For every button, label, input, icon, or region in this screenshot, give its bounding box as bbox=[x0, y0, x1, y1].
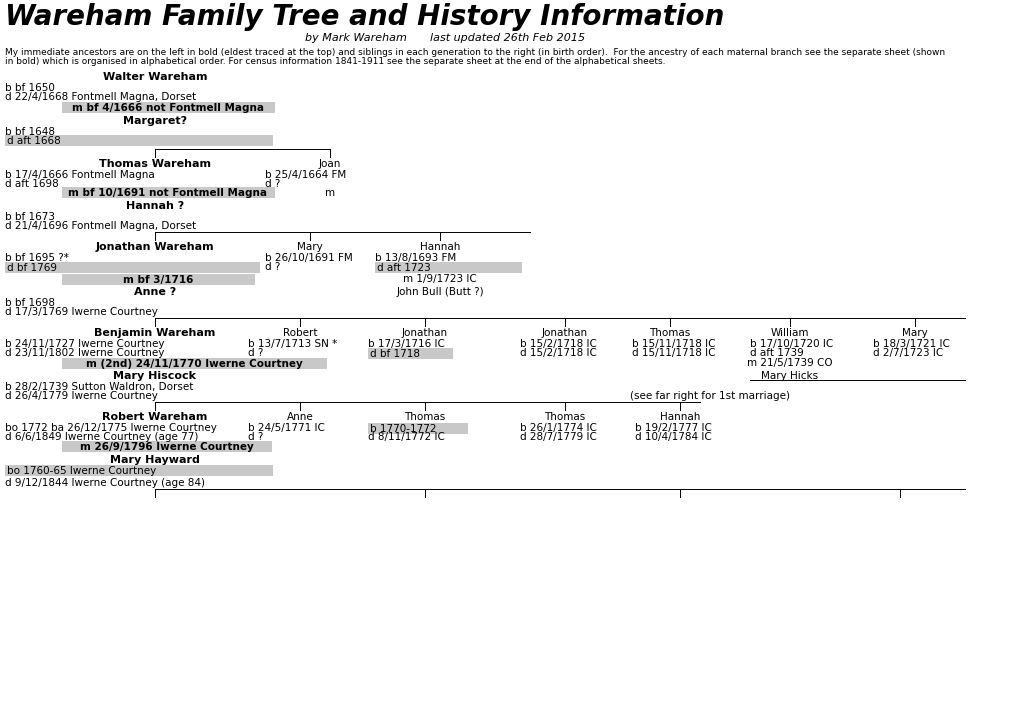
Text: d 8/11/1772 IC: d 8/11/1772 IC bbox=[368, 432, 444, 442]
Bar bbox=[5, 262, 260, 273]
Text: d ?: d ? bbox=[248, 348, 263, 358]
Text: Benjamin Wareham: Benjamin Wareham bbox=[94, 328, 215, 338]
Text: d ?: d ? bbox=[265, 262, 280, 272]
Text: Joan: Joan bbox=[319, 159, 340, 169]
Text: m 1/9/1723 IC: m 1/9/1723 IC bbox=[403, 274, 477, 284]
Text: b 13/7/1713 SN *: b 13/7/1713 SN * bbox=[248, 339, 337, 349]
Text: m 26/9/1796 Iwerne Courtney: m 26/9/1796 Iwerne Courtney bbox=[81, 442, 254, 452]
Text: Mary Hiscock: Mary Hiscock bbox=[113, 371, 197, 381]
Text: Hannah: Hannah bbox=[420, 242, 460, 252]
Bar bbox=[62, 274, 255, 285]
Text: m bf 4/1666 not Fontmell Magna: m bf 4/1666 not Fontmell Magna bbox=[72, 103, 264, 113]
Text: b 24/5/1771 IC: b 24/5/1771 IC bbox=[248, 423, 325, 433]
Text: b 28/2/1739 Sutton Waldron, Dorset: b 28/2/1739 Sutton Waldron, Dorset bbox=[5, 382, 194, 392]
Text: Thomas: Thomas bbox=[404, 412, 445, 422]
Text: Jonathan: Jonathan bbox=[401, 328, 447, 338]
Text: m: m bbox=[325, 188, 334, 198]
Text: d 10/4/1784 IC: d 10/4/1784 IC bbox=[635, 432, 711, 442]
Text: b bf 1695 ?*: b bf 1695 ?* bbox=[5, 253, 69, 263]
Text: b 26/1/1774 IC: b 26/1/1774 IC bbox=[520, 423, 596, 433]
Text: Anne ?: Anne ? bbox=[133, 287, 176, 297]
Text: b bf 1673: b bf 1673 bbox=[5, 212, 55, 222]
Text: b 13/8/1693 FM: b 13/8/1693 FM bbox=[375, 253, 455, 263]
Text: b 19/2/1777 IC: b 19/2/1777 IC bbox=[635, 423, 711, 433]
Text: by Mark Wareham: by Mark Wareham bbox=[305, 33, 407, 43]
Text: last updated 26th Feb 2015: last updated 26th Feb 2015 bbox=[430, 33, 585, 43]
Text: Anne: Anne bbox=[286, 412, 313, 422]
Text: Mary Hayward: Mary Hayward bbox=[110, 455, 200, 465]
Text: b bf 1648: b bf 1648 bbox=[5, 127, 55, 137]
Bar bbox=[62, 187, 275, 198]
Text: d bf 1769: d bf 1769 bbox=[7, 263, 57, 273]
Text: b 15/2/1718 IC: b 15/2/1718 IC bbox=[520, 339, 596, 349]
Text: m 21/5/1739 CO: m 21/5/1739 CO bbox=[747, 358, 832, 368]
Text: d 26/4/1779 Iwerne Courtney: d 26/4/1779 Iwerne Courtney bbox=[5, 391, 158, 401]
Text: d aft 1723: d aft 1723 bbox=[377, 263, 430, 273]
Text: b 25/4/1664 FM: b 25/4/1664 FM bbox=[265, 170, 345, 180]
Text: Jonathan Wareham: Jonathan Wareham bbox=[96, 242, 214, 252]
Text: Robert: Robert bbox=[282, 328, 317, 338]
Text: b 1770-1772: b 1770-1772 bbox=[370, 424, 436, 434]
Text: Robert Wareham: Robert Wareham bbox=[102, 412, 208, 422]
Text: Mary: Mary bbox=[297, 242, 323, 252]
Text: d aft 1739: d aft 1739 bbox=[749, 348, 803, 358]
Text: Thomas: Thomas bbox=[649, 328, 690, 338]
Text: d 2/7/1723 IC: d 2/7/1723 IC bbox=[872, 348, 943, 358]
Text: d 9/12/1844 Iwerne Courtney (age 84): d 9/12/1844 Iwerne Courtney (age 84) bbox=[5, 478, 205, 488]
Text: d 15/2/1718 IC: d 15/2/1718 IC bbox=[520, 348, 596, 358]
Text: b 18/3/1721 IC: b 18/3/1721 IC bbox=[872, 339, 949, 349]
Text: b 26/10/1691 FM: b 26/10/1691 FM bbox=[265, 253, 353, 263]
Bar bbox=[375, 262, 522, 273]
Text: Hannah: Hannah bbox=[659, 412, 699, 422]
Text: d 21/4/1696 Fontmell Magna, Dorset: d 21/4/1696 Fontmell Magna, Dorset bbox=[5, 221, 196, 231]
Text: Mary Hicks: Mary Hicks bbox=[761, 371, 818, 381]
Text: d 28/7/1779 IC: d 28/7/1779 IC bbox=[520, 432, 596, 442]
Text: d ?: d ? bbox=[265, 179, 280, 189]
Text: m (2nd) 24/11/1770 Iwerne Courtney: m (2nd) 24/11/1770 Iwerne Courtney bbox=[86, 359, 302, 369]
Text: d 17/3/1769 Iwerne Courtney: d 17/3/1769 Iwerne Courtney bbox=[5, 307, 158, 317]
Text: d 22/4/1668 Fontmell Magna, Dorset: d 22/4/1668 Fontmell Magna, Dorset bbox=[5, 92, 196, 102]
Text: Jonathan: Jonathan bbox=[541, 328, 588, 338]
Bar bbox=[62, 102, 275, 113]
Text: d aft 1668: d aft 1668 bbox=[7, 136, 61, 146]
Text: b bf 1650: b bf 1650 bbox=[5, 83, 55, 93]
Text: b 17/4/1666 Fontmell Magna: b 17/4/1666 Fontmell Magna bbox=[5, 170, 155, 180]
Text: d 6/6/1849 Iwerne Courtney (age 77): d 6/6/1849 Iwerne Courtney (age 77) bbox=[5, 432, 198, 442]
Text: b bf 1698: b bf 1698 bbox=[5, 298, 55, 308]
Bar bbox=[62, 441, 272, 452]
Text: d ?: d ? bbox=[248, 432, 263, 442]
Bar bbox=[62, 358, 327, 369]
Text: m bf 3/1716: m bf 3/1716 bbox=[122, 275, 193, 285]
Text: d aft 1698: d aft 1698 bbox=[5, 179, 59, 189]
Text: Thomas Wareham: Thomas Wareham bbox=[99, 159, 211, 169]
Text: m bf 10/1691 not Fontmell Magna: m bf 10/1691 not Fontmell Magna bbox=[68, 188, 267, 198]
Text: b 17/10/1720 IC: b 17/10/1720 IC bbox=[749, 339, 833, 349]
Bar bbox=[368, 348, 452, 359]
Text: b 24/11/1727 Iwerne Courtney: b 24/11/1727 Iwerne Courtney bbox=[5, 339, 164, 349]
Text: bo 1760-65 Iwerne Courtney: bo 1760-65 Iwerne Courtney bbox=[7, 466, 156, 476]
Text: in bold) which is organised in alphabetical order. For census information 1841-1: in bold) which is organised in alphabeti… bbox=[5, 57, 664, 66]
Text: William: William bbox=[770, 328, 808, 338]
Text: bo 1772 ba 26/12/1775 Iwerne Courtney: bo 1772 ba 26/12/1775 Iwerne Courtney bbox=[5, 423, 217, 433]
Text: John Bull (Butt ?): John Bull (Butt ?) bbox=[395, 287, 483, 297]
Text: d 23/11/1802 Iwerne Courtney: d 23/11/1802 Iwerne Courtney bbox=[5, 348, 164, 358]
Bar bbox=[5, 465, 273, 476]
Text: Hannah ?: Hannah ? bbox=[125, 201, 184, 211]
Text: b 17/3/1716 IC: b 17/3/1716 IC bbox=[368, 339, 444, 349]
Text: Thomas: Thomas bbox=[544, 412, 585, 422]
Text: d 15/11/1718 IC: d 15/11/1718 IC bbox=[632, 348, 714, 358]
Bar bbox=[5, 135, 273, 146]
Text: (see far right for 1st marriage): (see far right for 1st marriage) bbox=[630, 391, 790, 401]
Text: My immediate ancestors are on the left in bold (eldest traced at the top) and si: My immediate ancestors are on the left i… bbox=[5, 48, 945, 57]
Text: Walter Wareham: Walter Wareham bbox=[103, 72, 207, 82]
Text: d bf 1718: d bf 1718 bbox=[370, 349, 420, 359]
Text: Margaret?: Margaret? bbox=[123, 116, 186, 126]
Text: Wareham Family Tree and History Information: Wareham Family Tree and History Informat… bbox=[5, 3, 723, 31]
Text: b 15/11/1718 IC: b 15/11/1718 IC bbox=[632, 339, 714, 349]
Bar bbox=[368, 423, 468, 434]
Text: Mary: Mary bbox=[901, 328, 927, 338]
